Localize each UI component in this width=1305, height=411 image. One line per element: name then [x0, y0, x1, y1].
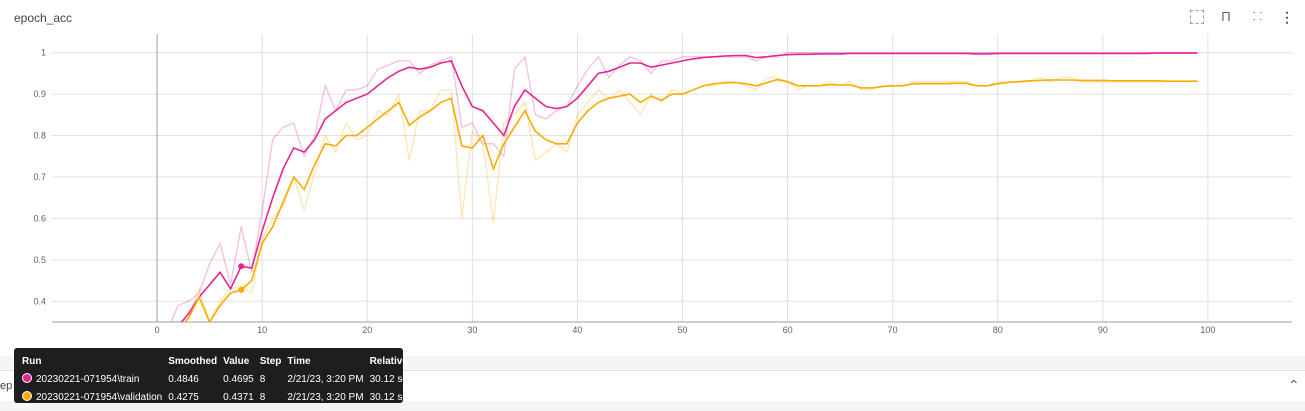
series-smoothed-line-0[interactable] [168, 52, 1198, 334]
y-tick-label: 0.6 [33, 213, 46, 223]
x-tick-label: 100 [1200, 325, 1215, 335]
x-tick-label: 90 [1098, 325, 1108, 335]
series-smoothed-line-1[interactable] [168, 78, 1198, 335]
tooltip-row: 20230221-071954\validation 0.4275 0.4371… [19, 388, 416, 406]
pin-icon[interactable]: Π [1221, 9, 1231, 24]
grid [52, 34, 1292, 322]
tooltip-table: Run Smoothed Value Step Time Relative 20… [19, 353, 416, 406]
hover-markers [238, 263, 245, 293]
x-tick-label: 60 [783, 325, 793, 335]
y-tick-label: 1 [41, 48, 46, 58]
run-cell: 20230221-071954\train [19, 370, 165, 388]
header-run: Run [22, 356, 42, 367]
series-color-dot [22, 391, 32, 401]
fit-domain-icon[interactable]: ⸬ [1252, 11, 1262, 23]
series-color-dot [22, 373, 32, 383]
hover-tooltip: Run Smoothed Value Step Time Relative 20… [14, 348, 413, 403]
chart-card: epoch_acc Π ⸬ ⋮ 0.4 0.5 0.6 0.7 0.8 0.9 1 0 10 20… [0, 0, 1305, 357]
run-cell: 20230221-071954\validation [19, 388, 165, 406]
relative-cell: 30.12 sec [369, 373, 413, 385]
header-step: Step [259, 356, 282, 367]
expand-less-icon[interactable]: ⌃ [1288, 377, 1300, 393]
y-tick-label: 0.8 [33, 131, 46, 141]
footer-gap [0, 401, 1305, 411]
x-tick-label: 70 [888, 325, 898, 335]
y-tick-label: 0.4 [33, 296, 46, 306]
header-time: Time [287, 356, 311, 367]
x-tick-label: 20 [362, 325, 372, 335]
line-chart[interactable]: 0.40.50.60.70.80.910 10 20 30 40 50 60 70 80 90 10… [0, 0, 1305, 356]
tooltip-row: 20230221-071954\train 0.4846 0.4695 8 2/… [19, 370, 416, 388]
next-card-title: ep [0, 380, 13, 392]
x-tick-label: 0 [155, 325, 160, 335]
step-cell: 8 [259, 373, 266, 385]
series-raw-line-0 [170, 51, 1198, 322]
value-cell: 0.4695 [223, 373, 254, 385]
value-cell: 0.4371 [223, 391, 254, 403]
card-title: epoch_acc [14, 11, 73, 25]
smoothed-cell: 0.4846 [168, 373, 199, 385]
time-cell: 2/21/23, 3:20 PM [287, 391, 364, 403]
x-tick-label: 30 [467, 325, 477, 335]
header-relative: Relative [369, 356, 408, 367]
hover-point-1 [238, 286, 245, 293]
series-layer [168, 51, 1198, 335]
y-tick-label: 0.5 [33, 255, 46, 265]
x-tick-label: 80 [993, 325, 1003, 335]
more-vert-icon[interactable]: ⋮ [1280, 9, 1294, 25]
y-tick-label: 0.7 [33, 172, 46, 182]
run-name: 20230221-071954\validation [36, 392, 163, 403]
step-cell: 8 [259, 391, 266, 403]
relative-cell: 30.12 sec [369, 391, 413, 403]
time-cell: 2/21/23, 3:20 PM [287, 373, 364, 385]
x-tick-label: 40 [572, 325, 582, 335]
smoothed-cell: 0.4275 [168, 391, 199, 403]
axes: 0.40.50.60.70.80.910 10 20 30 40 50 60 70 80 90 10… [33, 48, 1292, 335]
fullscreen-icon[interactable] [1188, 8, 1206, 26]
hover-point-0 [238, 263, 245, 270]
header-smoothed: Smoothed [168, 356, 218, 367]
tooltip-header-row: Run Smoothed Value Step Time Relative [19, 353, 416, 370]
run-name: 20230221-071954\train [36, 374, 140, 385]
y-tick-label: 0.9 [33, 89, 46, 99]
header-value: Value [223, 356, 250, 367]
x-tick-label: 10 [257, 325, 267, 335]
x-tick-label: 50 [678, 325, 688, 335]
